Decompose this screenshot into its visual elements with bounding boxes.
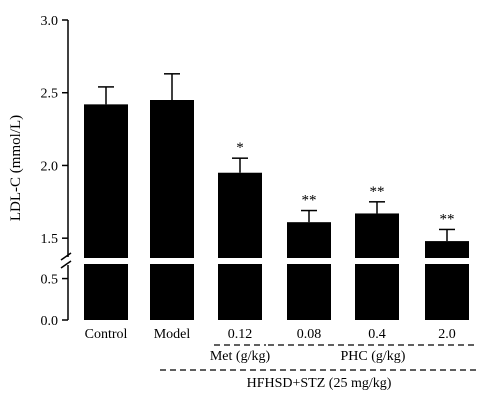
significance-mark-5: **: [440, 211, 455, 227]
category-label-4: 0.4: [368, 327, 386, 342]
y-axis: 0.0 0.5 1.5 2.0 2.5 3.0: [41, 14, 72, 329]
axis-break-band: [62, 258, 494, 264]
bar-5: [425, 241, 469, 320]
group-label-0: Met (g/kg): [210, 349, 271, 364]
axis-break-mark-upper: [60, 252, 72, 261]
significance-mark-3: **: [302, 193, 317, 209]
group-label-2: HFHSD+STZ (25 mg/kg): [247, 376, 392, 391]
y-tick-label-4: 2.5: [41, 87, 59, 102]
category-label-5: 2.0: [438, 327, 456, 342]
y-tick-label-3: 2.0: [41, 159, 59, 174]
axis-break-mark-lower: [60, 260, 72, 269]
significance-mark-4: **: [370, 184, 385, 200]
category-label-0: Control: [85, 327, 128, 342]
labels-layer: Control Model * 0.12 ** 0.08 ** 0.4 ** 2.0 Met (g/…: [85, 140, 478, 391]
category-label-3: 0.08: [297, 327, 322, 342]
y-tick-label-5: 3.0: [41, 14, 59, 29]
bar-3: [287, 222, 331, 320]
bars-layer: [84, 100, 469, 320]
category-label-1: Model: [154, 327, 191, 342]
category-label-2: 0.12: [228, 327, 253, 342]
bar-0: [84, 104, 128, 320]
bar-1: [150, 100, 194, 320]
error-bars-layer: [62, 73, 494, 264]
y-tick-label-1: 0.5: [41, 273, 59, 288]
bar-4: [355, 213, 399, 320]
group-label-1: PHC (g/kg): [341, 349, 406, 364]
y-axis-label: LDL-C (mmol/L): [8, 115, 24, 221]
y-tick-label-2: 1.5: [41, 232, 59, 247]
y-tick-label-0: 0.0: [41, 314, 59, 329]
bar-2: [218, 172, 262, 320]
significance-mark-2: *: [236, 140, 244, 156]
